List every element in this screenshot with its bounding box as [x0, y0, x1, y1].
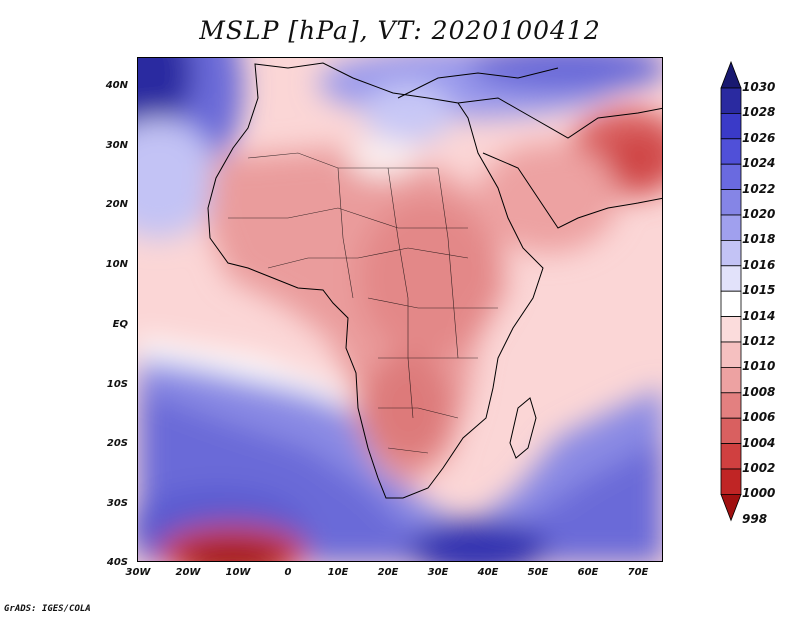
lat-tick-label: 30N: [105, 140, 128, 151]
lon-tick-label: 70E: [627, 567, 649, 578]
lon-tick-label: 10E: [327, 567, 349, 578]
lon-tick-label: 40E: [477, 567, 499, 578]
colorbar-cell: [720, 214, 742, 241]
colorbar-cell: [720, 341, 742, 368]
colorbar-label: 1024: [742, 156, 776, 171]
colorbar-cell: [720, 468, 742, 495]
colorbar-label: 1002: [742, 461, 776, 475]
colorbar-cell: [720, 392, 742, 419]
colorbar-label: 1028: [742, 105, 776, 120]
lon-tick-label: 30W: [125, 567, 151, 578]
colorbar-label: 1016: [742, 257, 776, 272]
grads-credit: GrADS: IGES/COLA: [4, 604, 91, 614]
country-borders: [228, 152, 498, 454]
lon-tick-label: 0: [284, 567, 292, 578]
colorbar-cell: [720, 366, 742, 394]
colorbar-label: 1018: [742, 232, 776, 247]
colorbar-label: 1012: [742, 334, 776, 348]
lat-tick-label: 10N: [105, 259, 128, 270]
colorbar-label: 1006: [742, 410, 776, 425]
pressure-field: [138, 58, 662, 561]
mslp-map: [137, 57, 663, 562]
lat-tick-label: 10S: [106, 379, 128, 390]
colorbar-label: 1015: [742, 283, 776, 298]
colorbar-label: 1030: [742, 80, 776, 94]
map-title: MSLP [hPa], VT: 2020100412: [199, 16, 601, 45]
colorbar-label: 1004: [742, 435, 776, 450]
coastlines: [207, 62, 662, 499]
lon-tick-label: 20W: [175, 567, 201, 578]
lat-tick-label: 20N: [105, 199, 128, 210]
colorbar-label: 1022: [742, 181, 776, 196]
lon-tick-label: 50E: [527, 567, 549, 578]
colorbar: [720, 60, 742, 522]
lat-tick-label: 40S: [106, 557, 128, 568]
colorbar-cell: [720, 443, 742, 470]
lon-tick-label: 30E: [427, 567, 449, 578]
lat-tick-label: 20S: [106, 438, 128, 449]
colorbar-label: 1010: [742, 359, 776, 374]
colorbar-label: 998: [742, 511, 768, 526]
colorbar-cell: [720, 138, 742, 165]
colorbar-label: 1014: [742, 308, 776, 323]
colorbar-label: 1000: [742, 486, 776, 501]
lon-tick-label: 10W: [225, 567, 251, 578]
lon-tick-label: 20E: [377, 567, 399, 578]
colorbar-cell: [720, 239, 742, 267]
colorbar-cell: [720, 189, 742, 216]
colorbar-cell: [720, 316, 742, 343]
colorbar-cell: [720, 290, 742, 317]
colorbar-label: 1020: [742, 207, 776, 221]
colorbar-label: 1008: [742, 384, 776, 399]
colorbar-cell: [720, 265, 742, 292]
colorbar-cell: [720, 163, 742, 190]
lat-tick-label: 40N: [105, 80, 128, 91]
lat-tick-label: 30S: [106, 498, 128, 509]
colorbar-cell: [720, 60, 742, 89]
lat-tick-label: EQ: [112, 319, 128, 330]
colorbar-cell: [720, 417, 742, 445]
colorbar-cell: [720, 113, 742, 140]
colorbar-cell: [720, 493, 742, 522]
colorbar-cell: [720, 87, 742, 114]
colorbar-label: 1026: [742, 130, 776, 145]
lon-tick-label: 60E: [577, 567, 599, 578]
